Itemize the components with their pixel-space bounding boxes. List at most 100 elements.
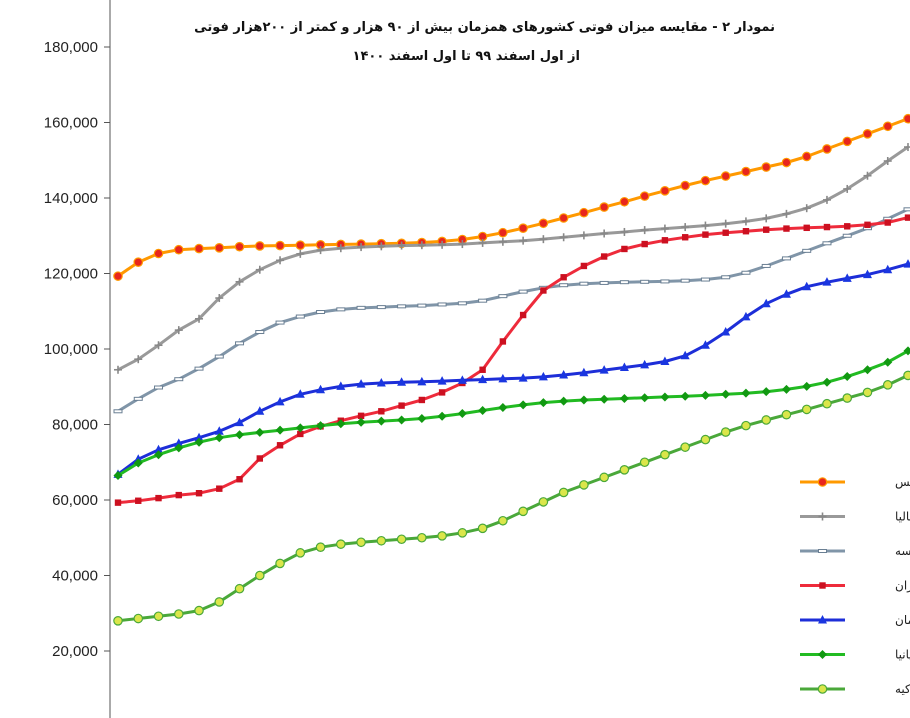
data-point [558,487,569,498]
data-point [234,583,245,594]
data-point [113,470,123,480]
data-point [700,390,710,400]
data-point [214,243,225,253]
data-point [275,425,285,435]
data-point [458,240,467,249]
y-tick-label: 40,000 [52,568,98,585]
data-point [316,421,326,431]
data-point [418,396,426,404]
data-point [619,464,630,475]
legend-marker [817,684,828,694]
data-point [356,379,366,388]
data-point [702,231,709,238]
data-point [903,113,910,124]
data-point [194,243,204,254]
data-point [903,259,910,268]
data-point [316,246,325,255]
data-point [741,311,751,321]
y-tick-label: 20,000 [52,643,98,660]
legend-marker [818,512,827,521]
data-point [174,377,184,382]
data-point [538,398,548,408]
data-point [356,537,366,548]
data-point [700,340,710,349]
data-point [437,531,447,541]
data-point [761,387,771,397]
legend-label: آلمان [895,612,910,627]
data-point [215,294,224,303]
legend-marker [819,582,826,589]
data-point [903,370,910,381]
data-point [882,380,893,390]
data-point [579,367,589,377]
data-point [154,341,163,350]
data-point [417,376,427,386]
legend-label: فرانسه [895,544,910,559]
data-point [417,413,427,423]
data-point [376,305,386,310]
data-point [417,241,426,250]
data-point [275,396,285,406]
data-point [175,491,182,499]
data-point [437,376,447,385]
data-point [295,240,306,250]
data-point [741,270,751,275]
data-point [153,611,164,622]
data-point [295,389,305,398]
data-point [154,444,164,454]
data-point [376,377,386,387]
data-point [255,265,264,274]
data-point [236,476,243,483]
data-point [478,298,488,303]
data-point [214,426,224,435]
data-point [559,396,569,406]
data-point [660,186,670,196]
data-point [822,241,832,246]
data-point [538,371,548,381]
legend-marker [818,650,827,659]
data-point [822,195,831,204]
data-point [599,394,609,404]
y-tick-label: 120,000 [44,266,98,283]
data-point [438,389,446,396]
data-point [722,229,729,236]
data-point [599,202,609,212]
data-point [377,242,386,251]
data-point [214,354,224,359]
data-point [761,298,771,308]
data-point [540,287,547,294]
data-point [376,535,387,546]
series-line [117,207,909,413]
y-tick-label: 160,000 [44,115,98,132]
data-point [882,121,893,132]
data-point [822,377,832,387]
data-point [599,365,609,374]
data-point [457,409,467,419]
data-point [579,231,588,240]
data-point [214,597,225,607]
data-point [680,180,690,191]
data-point [417,303,427,308]
data-point [438,240,447,249]
data-point [113,271,123,281]
data-point [640,359,650,369]
data-point [660,356,670,365]
legend-label: ترکیه [895,682,910,697]
data-point [256,455,263,462]
data-point [579,207,589,218]
data-point [135,497,142,504]
data-point [660,392,670,402]
data-point [498,227,508,238]
data-point [499,338,507,345]
data-point [621,245,628,253]
data-point [822,398,832,409]
data-point [700,175,711,186]
data-point [639,191,650,201]
data-point [904,214,910,221]
data-point [741,166,751,177]
data-point [802,204,811,213]
data-point [781,409,792,420]
data-point [316,384,326,394]
data-point [295,548,306,558]
data-point [133,613,144,624]
